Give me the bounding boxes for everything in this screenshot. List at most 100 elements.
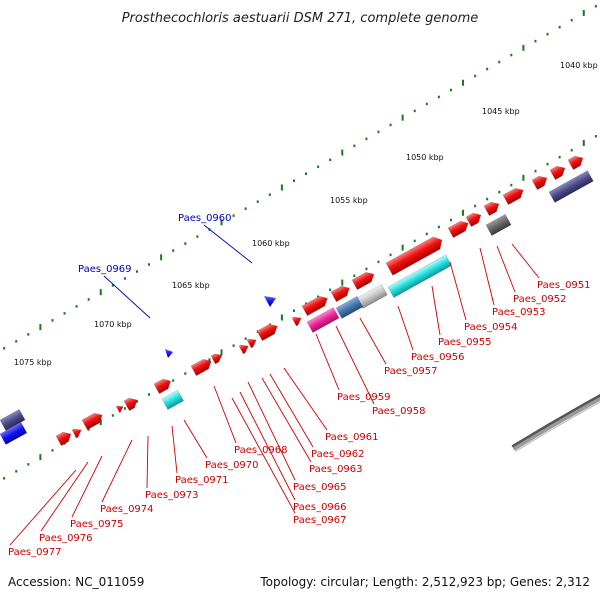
kbp-tick-major xyxy=(341,149,344,156)
inner-tick-minor xyxy=(353,274,356,278)
gene-label-paes-0956[interactable]: Paes_0956 xyxy=(411,352,465,363)
inner-tick-minor xyxy=(498,190,501,194)
inner-tick-major xyxy=(280,314,283,321)
gene-cyan-long-body xyxy=(387,254,452,298)
leader-line xyxy=(213,385,237,444)
gene-indigo-a xyxy=(548,170,594,203)
gene-label-paes-0958[interactable]: Paes_0958 xyxy=(372,406,426,417)
leader-line xyxy=(183,419,208,459)
gene-label-paes-0970[interactable]: Paes_0970 xyxy=(205,460,259,471)
inner-tick-minor xyxy=(51,449,54,452)
kbp-tick-minor xyxy=(329,158,332,162)
gene-label-paes-0954[interactable]: Paes_0954 xyxy=(464,322,518,333)
inner-tick-minor xyxy=(292,309,295,312)
kbp-tick-minor xyxy=(232,214,235,217)
kbp-tick-minor xyxy=(172,249,175,252)
gene-label-paes-0963[interactable]: Paes_0963 xyxy=(309,464,363,475)
kbp-label: 1075 kbp xyxy=(14,358,52,367)
gene-label-paes-0955[interactable]: Paes_0955 xyxy=(438,337,492,348)
gene-indigo-a-body xyxy=(548,170,594,203)
gene-indigo-b-body xyxy=(0,408,26,431)
kbp-tick-minor xyxy=(425,102,428,106)
inner-tick-minor xyxy=(546,162,549,166)
gene-label-paes-0967[interactable]: Paes_0967 xyxy=(293,515,347,526)
kbp-tick-major xyxy=(582,9,585,16)
backbone-shadow xyxy=(511,394,600,451)
gene-label-paes-0975[interactable]: Paes_0975 xyxy=(70,519,124,530)
kbp-tick-minor xyxy=(534,39,537,43)
gene-label-paes-0971[interactable]: Paes_0971 xyxy=(175,475,229,486)
inner-tick-minor xyxy=(389,253,392,257)
inner-tick-major xyxy=(401,244,404,251)
gene-forward-2-body xyxy=(531,175,548,190)
gene-label-paes-0977[interactable]: Paes_0977 xyxy=(8,547,62,558)
map-title: Prosthecochloris aestuarii DSM 271, comp… xyxy=(122,11,479,26)
gene-label-paes-0969[interactable]: Paes_0969 xyxy=(78,264,132,275)
gene-label-paes-0965[interactable]: Paes_0965 xyxy=(293,482,347,493)
inner-tick-major xyxy=(39,454,42,461)
inner-tick-major xyxy=(220,349,223,356)
inner-tick-minor xyxy=(148,393,151,396)
gene-forward-8-body xyxy=(351,271,375,290)
kbp-tick-minor xyxy=(317,165,320,169)
gene-forward-18-body xyxy=(123,397,138,411)
inner-tick-minor xyxy=(87,428,90,431)
gene-forward-5-body xyxy=(465,212,482,227)
gene-forward-3-body xyxy=(502,187,524,205)
kbp-label: 1055 kbp xyxy=(330,196,368,205)
kbp-tick-minor xyxy=(353,144,356,148)
gene-label-paes-0957[interactable]: Paes_0957 xyxy=(384,366,438,377)
genome-summary-text: Topology: circular; Length: 2,512,923 bp… xyxy=(259,575,590,589)
gene-forward-7-body xyxy=(385,236,443,276)
gene-label-paes-0951[interactable]: Paes_0951 xyxy=(537,280,591,291)
gene-label-paes-0973[interactable]: Paes_0973 xyxy=(145,490,199,501)
kbp-tick-minor xyxy=(546,32,549,36)
gene-forward-5 xyxy=(465,212,482,227)
inner-tick-minor xyxy=(305,302,308,306)
inner-tick-minor xyxy=(594,134,597,138)
kbp-tick-minor xyxy=(63,312,66,315)
gene-forward-12-body xyxy=(256,323,278,341)
gene-forward-3 xyxy=(502,187,524,205)
gene-forward-16 xyxy=(190,358,212,376)
gene-label-paes-0960[interactable]: Paes_0960 xyxy=(178,213,232,224)
gene-forward-10 xyxy=(301,296,328,316)
gene-label-paes-0961[interactable]: Paes_0961 xyxy=(325,432,379,443)
gene-label-paes-0976[interactable]: Paes_0976 xyxy=(39,533,93,544)
kbp-label: 1045 kbp xyxy=(482,107,520,116)
leader-line xyxy=(397,305,414,351)
gene-label-paes-0966[interactable]: Paes_0966 xyxy=(293,502,347,513)
kbp-tick-minor xyxy=(3,347,6,350)
label-leaders xyxy=(9,224,540,546)
gene-label-paes-0968[interactable]: Paes_0968 xyxy=(234,445,288,456)
gene-cyan-small xyxy=(161,389,184,410)
inner-tick-minor xyxy=(570,148,573,152)
kbp-tick-minor xyxy=(498,60,501,64)
gene-label-paes-0962[interactable]: Paes_0962 xyxy=(311,449,365,460)
gene-forward-14-body xyxy=(238,344,249,355)
kbp-scale xyxy=(3,4,597,350)
gene-forward-7 xyxy=(385,236,443,276)
leader-line xyxy=(40,461,89,532)
inner-tick-major xyxy=(341,279,344,286)
gene-steelblue xyxy=(335,296,364,319)
kbp-tick-minor xyxy=(594,4,597,8)
gene-label-paes-0959[interactable]: Paes_0959 xyxy=(337,392,391,403)
kbp-tick-minor xyxy=(256,200,259,203)
kbp-label: 1060 kbp xyxy=(252,239,290,248)
gene-forward-17-body xyxy=(153,378,171,394)
gene-label-paes-0974[interactable]: Paes_0974 xyxy=(100,504,154,515)
gene-steelblue-body xyxy=(335,296,364,319)
inner-tick-minor xyxy=(135,400,138,403)
kbp-tick-major xyxy=(462,79,465,86)
gene-label-paes-0952[interactable]: Paes_0952 xyxy=(513,294,567,305)
kbp-tick-minor xyxy=(365,137,368,141)
leader-line xyxy=(146,435,149,489)
gene-label-paes-0953[interactable]: Paes_0953 xyxy=(492,307,546,318)
gene-blue-left xyxy=(0,422,28,445)
inner-tick-minor xyxy=(486,197,489,201)
gene-forward-0 xyxy=(567,155,584,170)
gene-forward-20 xyxy=(81,412,103,430)
kbp-tick-major xyxy=(522,44,525,51)
